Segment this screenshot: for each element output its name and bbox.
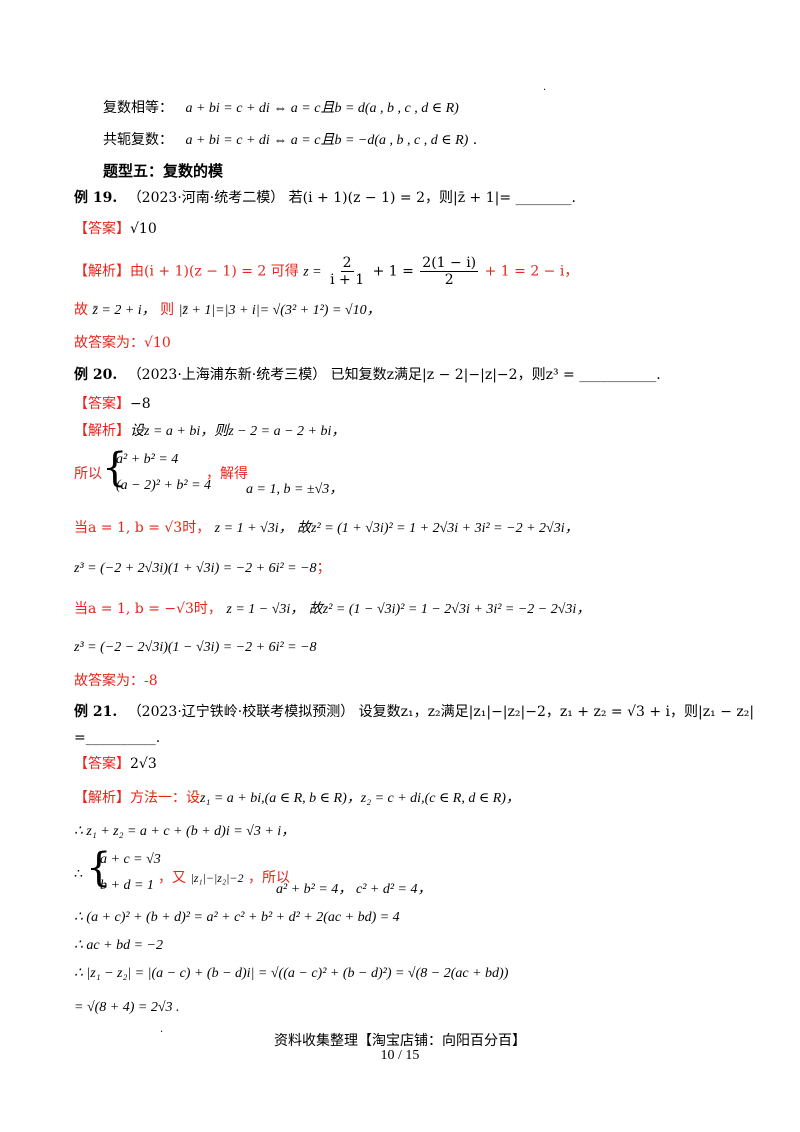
ex21-analysis-tag: 【解析】 — [74, 790, 130, 806]
ex21-again: ，又 — [158, 870, 186, 886]
ex21-answer: 【答案】2√3 — [74, 756, 157, 773]
ex21-answer-value: 2√3 — [130, 756, 157, 772]
ex20-label: 例 20. — [74, 367, 118, 383]
ex19-analysis-text: 故 — [74, 302, 88, 318]
ex21-result-b: c² + d² = 4， — [356, 882, 432, 897]
ex20-answer: 【答案】−8 — [74, 396, 151, 413]
fraction-den: 2 — [444, 272, 454, 289]
ex21-again-line: ，又 |z₁|−|z₂|−2 ，所以 — [158, 870, 290, 887]
ex20-case-text: 故z² = (1 + √3i)² = 1 + 2√3i + 3i² = −2 +… — [297, 521, 579, 536]
ex19-analysis-tag: 【解析】 — [74, 263, 130, 280]
ex20-final: 故答案为：-8 — [74, 673, 158, 689]
ex19-final: 故答案为：√10 — [74, 335, 171, 351]
complex-equality-line: 复数相等： a + bi = c + di ⇔ a = c且b = d(a , … — [103, 100, 459, 118]
ex20-analysis-line1: 【解析】设z = a + bi，则z − 2 = a − 2 + bi， — [74, 423, 345, 441]
conjugate-tail: . — [472, 132, 478, 148]
ex20-source: （2023·上海浦东新·统考三模） — [127, 367, 327, 383]
ex19-label: 例 19. — [74, 190, 118, 206]
ex19-answer-value: √10 — [130, 221, 157, 237]
ex19-analysis-line2: 故 z̄ = 2 + i， 则 |z̄ + 1|=|3 + i|= √(3² +… — [74, 302, 381, 320]
ex19-source: （2023·河南·统考二模） — [127, 190, 285, 206]
ex19-analysis-text: + 1 = 2 − i， — [484, 263, 579, 280]
ex19-analysis-text: |z̄ + 1|=|3 + i|= √(3² + 1²) = √10， — [178, 303, 381, 318]
ex20-case-text: 故z² = (1 − √3i)² = 1 − 2√3i + 3i² = −2 −… — [308, 602, 591, 617]
ex20-case-text: z = 1 + √3i， — [214, 521, 293, 536]
system-brace: { — [102, 445, 128, 491]
ex20-analysis-text: 设z = a + bi，则z − 2 = a − 2 + bi， — [130, 424, 346, 439]
ex20-case-text: ； — [316, 560, 331, 576]
ex20-so-label: 所以 — [74, 466, 102, 482]
ex20-case-text: 当a = 1, b = √3时， — [74, 520, 211, 536]
ex21-text: 设复数z₁，z₂满足|z₁|−|z₂|−2，z₁ + z₂ = √3 + i，则… — [358, 704, 755, 720]
ex20-case-text: 当a = 1, b = −√3时， — [74, 601, 222, 617]
ex21-method: 方法一：设 — [130, 790, 200, 806]
ex20-analysis-tag: 【解析】 — [74, 423, 130, 439]
footer-source: 资料收集整理【淘宝店铺：向阳百分百】 — [274, 1033, 526, 1049]
ex19-answer: 【答案】√10 — [74, 221, 157, 238]
ex21-so-label: ，所以 — [247, 870, 290, 886]
ex20-case1-line1: 当a = 1, b = √3时， z = 1 + √3i， 故z² = (1 +… — [74, 520, 579, 538]
ex20-solve-result: a = 1, b = ±√3， — [246, 482, 344, 497]
ex20-case1-line2: z³ = (−2 + 2√3i)(1 + √3i) = −2 + 6i² = −… — [74, 560, 331, 578]
system-brace: { — [86, 845, 112, 891]
ex20-system-eq1: a² + b² = 4 — [116, 452, 179, 467]
conjugate-line: 共轭复数： a + bi = c + di ⇔ a = c且b = −d(a ,… — [103, 132, 477, 150]
ex21-question: 例 21. （2023·辽宁铁岭·校联考模拟预测） 设复数z₁，z₂满足|z₁|… — [74, 704, 754, 721]
ex20-answer-value: −8 — [130, 396, 151, 412]
conjugate-label: 共轭复数： — [103, 132, 173, 148]
conjugate-formula: a + bi = c + di ⇔ a = c且b = −d(a , b , c… — [185, 133, 469, 148]
ex21-result-a: a² + b² = 4， — [276, 882, 353, 897]
ex21-analysis-line6: ∴ |z₁ − z₂| = |(a − c) + (b − d)i| = √((… — [74, 966, 509, 981]
ex20-case-text: z³ = (−2 + 2√3i)(1 + √3i) = −2 + 6i² = −… — [74, 561, 317, 576]
ex21-analysis-line2: ∴ z₁ + z₂ = a + c + (b + d)i = √3 + i， — [74, 824, 296, 839]
ex20-text: 已知复数z满足|z − 2|−|z|−2，则z³ = ___________. — [330, 367, 661, 383]
ex21-analysis-line5: ∴ ac + bd = −2 — [74, 938, 163, 953]
ex20-question: 例 20. （2023·上海浦东新·统考三模） 已知复数z满足|z − 2|−|… — [74, 367, 661, 384]
ex21-analysis-line4: ∴ (a + c)² + (b + d)² = a² + c² + b² + d… — [74, 910, 400, 925]
footer-dot: . — [160, 1024, 164, 1035]
ex21-source: （2023·辽宁铁岭·校联考模拟预测） — [127, 704, 355, 720]
ex19-analysis-text: 则 — [160, 302, 175, 318]
ex21-analysis-line1: 【解析】方法一：设z₁ = a + bi,(a ∈ R, b ∈ R)，z₂ =… — [74, 790, 520, 808]
ex19-analysis-text: z̄ = 2 + i， — [92, 303, 156, 318]
complex-equality-label: 复数相等： — [103, 100, 173, 116]
fraction-num: 2(1 − i) — [420, 255, 479, 273]
page-number: 10 / 15 — [380, 1048, 420, 1063]
ex19-analysis-text: z = — [303, 264, 322, 280]
fraction-num: 2 — [340, 255, 354, 273]
ex19-text: 若(i + 1)(z − 1) = 2，则|z̄ + 1|= ________. — [288, 190, 576, 206]
ex21-system-eq1: a + c = √3 — [100, 852, 161, 867]
ex20-case2-line1: 当a = 1, b = −√3时， z = 1 − √3i， 故z² = (1 … — [74, 601, 590, 619]
ex19-analysis-text: + 1 = — [372, 263, 414, 280]
ex20-solve-label: ，解得 — [206, 466, 248, 482]
fraction: 2(1 − i) 2 — [420, 255, 479, 289]
ex19-analysis-text: 由(i + 1)(z − 1) = 2 — [130, 263, 267, 280]
complex-equality-formula: a + bi = c + di ⇔ a = c且b = d(a , b , c … — [185, 101, 459, 116]
ex20-system-eq2: (a − 2)² + b² = 4 — [116, 478, 212, 493]
ex21-label: 例 21. — [74, 704, 118, 720]
ex21-question-blank: =__________. — [74, 730, 161, 746]
top-mark: . — [543, 82, 547, 93]
ex19-answer-tag: 【答案】 — [74, 221, 130, 237]
ex21-system-eq2: b + d = 1 — [100, 878, 154, 893]
ex21-answer-tag: 【答案】 — [74, 756, 130, 772]
fraction-den: i + 1 — [330, 272, 365, 289]
ex21-analysis-line7: = √(8 + 4) = 2√3 . — [74, 1000, 180, 1015]
topic-heading: 题型五：复数的模 — [103, 162, 224, 180]
ex21-again-formula: |z₁|−|z₂|−2 — [190, 871, 244, 885]
ex20-case-text: z = 1 − √3i， — [226, 602, 305, 617]
ex20-answer-tag: 【答案】 — [74, 396, 130, 412]
ex19-analysis-text: 可得 — [270, 263, 299, 280]
ex21-analysis-text: z₁ = a + bi,(a ∈ R, b ∈ R)，z₂ = c + di,(… — [200, 791, 520, 806]
ex19-question: 例 19. （2023·河南·统考二模） 若(i + 1)(z − 1) = 2… — [74, 190, 576, 207]
ex21-therefore: ∴ — [74, 866, 83, 882]
ex20-case2-line2: z³ = (−2 − 2√3i)(1 − √3i) = −2 + 6i² = −… — [74, 640, 317, 655]
